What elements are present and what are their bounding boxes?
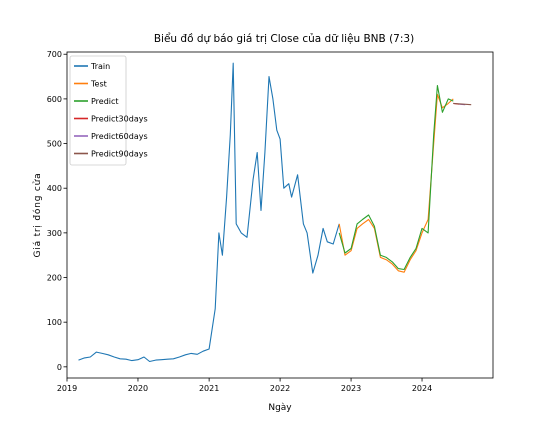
legend-label-0: Train [90, 62, 110, 71]
y-tick-label-1: 100 [47, 318, 62, 327]
x-tick-label-2: 2021 [199, 384, 219, 393]
plot-series [78, 62, 472, 363]
y-axis-label: Giá trị đóng cửa [32, 173, 43, 258]
y-tick-label-0: 0 [57, 363, 62, 372]
x-tick-label-4: 2023 [341, 384, 361, 393]
y-tick-label-5: 500 [47, 140, 62, 149]
y-tick-label-3: 300 [47, 229, 62, 238]
x-axis-label: Ngày [268, 403, 292, 413]
legend-label-4: Predict60days [91, 132, 148, 141]
chart-title: Biểu đồ dự báo giá trị Close của dữ liệu… [154, 32, 414, 45]
legend-label-5: Predict90days [91, 150, 148, 159]
series-line-0 [78, 62, 340, 363]
legend: Train Test Predict Predict30days Predict60da… [69, 55, 148, 166]
x-tick-label-1: 2020 [128, 384, 148, 393]
y-axis-ticks: 0 100 200 300 400 500 600 700 [47, 50, 67, 372]
series-line-5 [453, 102, 472, 106]
x-tick-label-3: 2022 [270, 384, 290, 393]
x-axis-ticks: 2019 2020 2021 2022 2023 2024 [57, 378, 432, 393]
legend-label-3: Predict30days [91, 115, 148, 124]
y-tick-label-2: 200 [47, 274, 62, 283]
series-line-1 [338, 93, 454, 273]
y-tick-label-6: 600 [47, 95, 62, 104]
x-tick-label-5: 2024 [412, 384, 432, 393]
legend-label-1: Test [90, 80, 107, 89]
x-tick-label-0: 2019 [57, 384, 77, 393]
series-line-2 [338, 84, 454, 271]
y-tick-label-4: 400 [47, 184, 62, 193]
y-tick-label-7: 700 [47, 50, 62, 59]
legend-label-2: Predict [91, 97, 119, 106]
